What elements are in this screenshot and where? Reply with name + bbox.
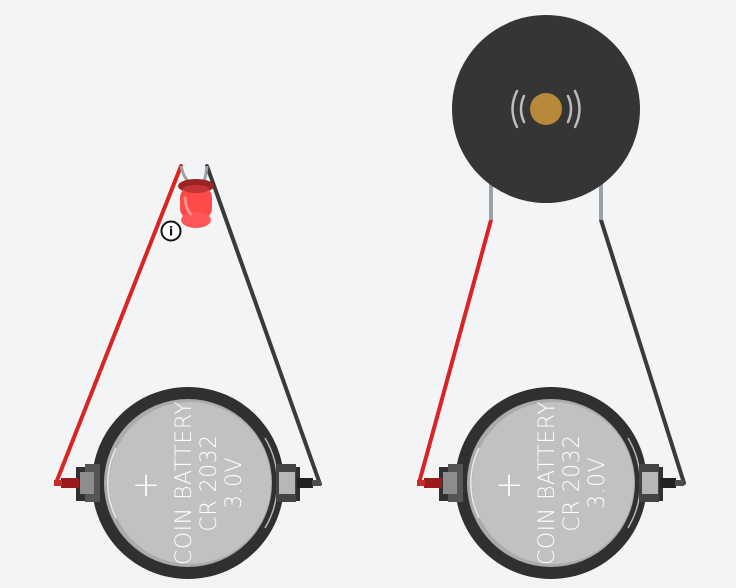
battery-label-line2: CR 2032 [560, 434, 585, 531]
battery-label-line1: COIN BATTERY [535, 401, 560, 565]
buzzer-component[interactable] [452, 15, 640, 203]
right-terminal-clip [639, 464, 684, 502]
sound-waves-icon [511, 89, 581, 129]
right-terminal-clip [276, 464, 321, 502]
info-icon[interactable]: i [160, 220, 182, 242]
led-component[interactable] [178, 165, 214, 228]
battery-label-line3: 3.0V [585, 457, 610, 509]
led-negative-wire[interactable] [205, 164, 322, 486]
led-positive-wire[interactable] [54, 164, 183, 485]
battery-label-line3: 3.0V [222, 457, 247, 509]
coin-battery-right[interactable]: + COIN BATTERY CR 2032 3.0V [417, 387, 684, 579]
left-terminal-clip [417, 464, 463, 502]
led-circuit: i [54, 164, 322, 579]
battery-label-line1: COIN BATTERY [172, 401, 197, 565]
coin-battery-left[interactable]: + COIN BATTERY CR 2032 3.0V [54, 387, 321, 579]
left-terminal-clip [54, 464, 100, 502]
battery-label-line2: CR 2032 [197, 434, 222, 531]
buzzer-circuit: + COIN BATTERY CR 2032 3.0V [417, 15, 686, 579]
info-label: i [169, 225, 173, 239]
buzzer-negative-wire[interactable] [599, 218, 686, 485]
battery-plus-sign: + [495, 465, 524, 505]
buzzer-positive-wire[interactable] [417, 218, 493, 485]
battery-plus-sign: + [132, 465, 161, 505]
